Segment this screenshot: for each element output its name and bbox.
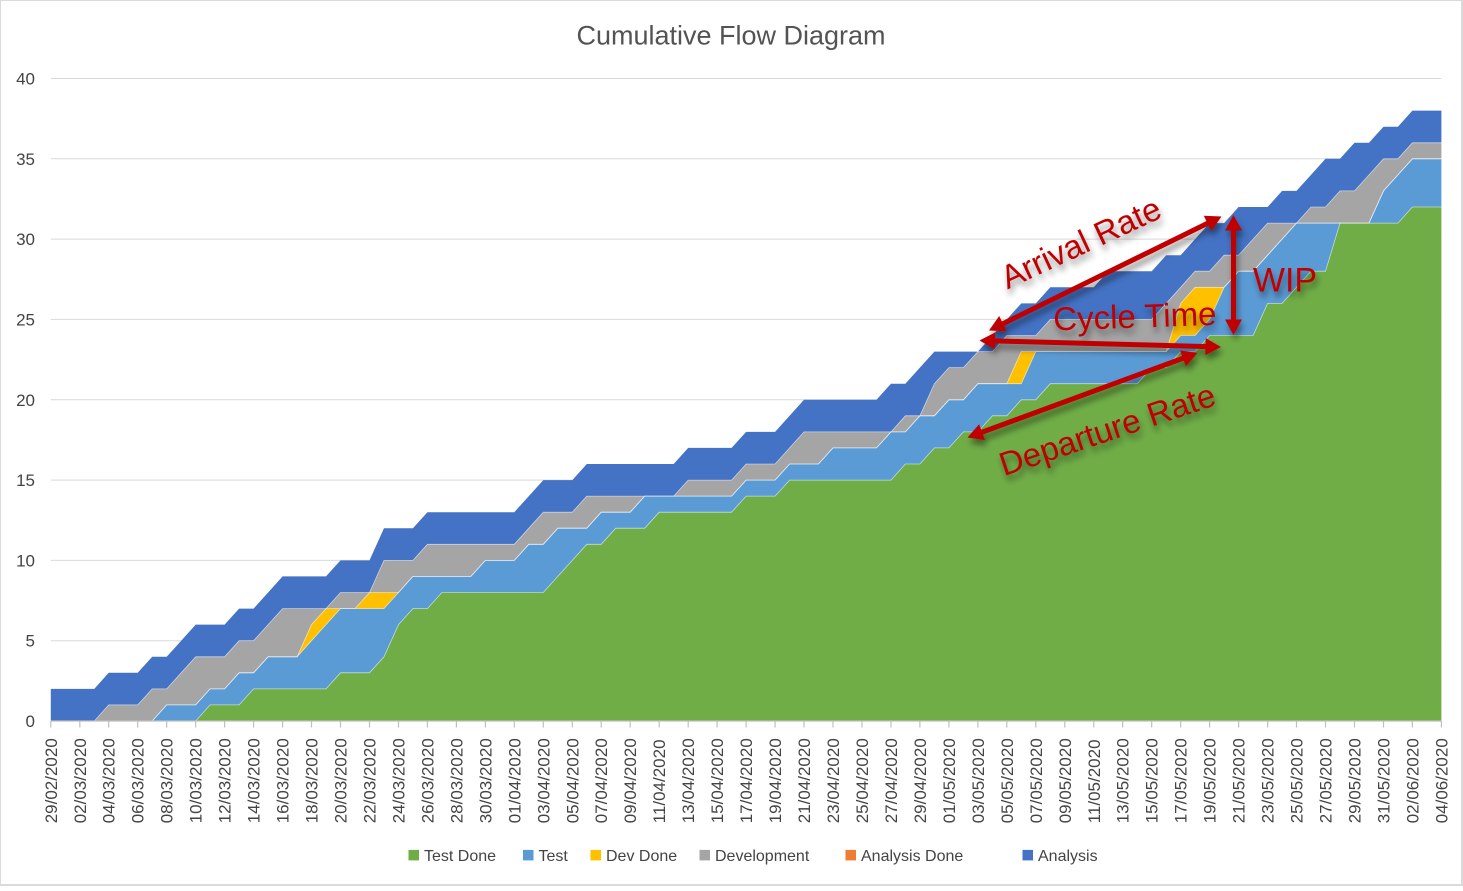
svg-text:08/03/2020: 08/03/2020 xyxy=(158,738,177,823)
svg-text:03/05/2020: 03/05/2020 xyxy=(969,738,988,823)
svg-text:09/04/2020: 09/04/2020 xyxy=(621,738,640,823)
svg-text:27/04/2020: 27/04/2020 xyxy=(882,738,901,823)
svg-text:19/04/2020: 19/04/2020 xyxy=(766,738,785,823)
svg-text:25/05/2020: 25/05/2020 xyxy=(1288,738,1307,823)
svg-text:03/04/2020: 03/04/2020 xyxy=(534,738,553,823)
svg-text:27/05/2020: 27/05/2020 xyxy=(1317,738,1336,823)
svg-text:09/05/2020: 09/05/2020 xyxy=(1056,738,1075,823)
svg-text:17/05/2020: 17/05/2020 xyxy=(1172,738,1191,823)
svg-text:07/04/2020: 07/04/2020 xyxy=(592,738,611,823)
svg-text:Cumulative Flow Diagram: Cumulative Flow Diagram xyxy=(576,21,885,51)
svg-text:04/03/2020: 04/03/2020 xyxy=(100,738,119,823)
svg-text:25: 25 xyxy=(16,310,35,329)
svg-text:15/04/2020: 15/04/2020 xyxy=(708,738,727,823)
svg-text:35: 35 xyxy=(16,150,35,169)
svg-text:29/02/2020: 29/02/2020 xyxy=(42,738,61,823)
svg-text:20: 20 xyxy=(16,391,35,410)
svg-text:40: 40 xyxy=(16,70,35,89)
svg-text:23/04/2020: 23/04/2020 xyxy=(824,738,843,823)
svg-text:13/05/2020: 13/05/2020 xyxy=(1114,738,1133,823)
svg-text:01/04/2020: 01/04/2020 xyxy=(505,738,524,823)
svg-text:13/04/2020: 13/04/2020 xyxy=(679,738,698,823)
svg-text:04/06/2020: 04/06/2020 xyxy=(1432,738,1451,823)
svg-text:19/05/2020: 19/05/2020 xyxy=(1201,738,1220,823)
svg-text:Dev Done: Dev Done xyxy=(606,848,677,865)
svg-text:17/04/2020: 17/04/2020 xyxy=(737,738,756,823)
svg-text:11/05/2020: 11/05/2020 xyxy=(1085,739,1104,823)
svg-text:Analysis: Analysis xyxy=(1038,848,1098,865)
svg-text:12/03/2020: 12/03/2020 xyxy=(216,738,235,823)
svg-text:07/05/2020: 07/05/2020 xyxy=(1027,738,1046,823)
svg-text:02/03/2020: 02/03/2020 xyxy=(71,738,90,823)
svg-text:11/04/2020: 11/04/2020 xyxy=(650,739,669,823)
svg-text:16/03/2020: 16/03/2020 xyxy=(274,738,293,823)
svg-text:0: 0 xyxy=(26,712,35,731)
svg-text:15: 15 xyxy=(16,471,35,490)
svg-text:26/03/2020: 26/03/2020 xyxy=(418,738,437,823)
svg-text:22/03/2020: 22/03/2020 xyxy=(361,738,380,823)
svg-text:05/04/2020: 05/04/2020 xyxy=(563,738,582,823)
svg-text:25/04/2020: 25/04/2020 xyxy=(853,738,872,823)
svg-text:21/04/2020: 21/04/2020 xyxy=(795,738,814,823)
svg-text:28/03/2020: 28/03/2020 xyxy=(447,738,466,823)
svg-text:24/03/2020: 24/03/2020 xyxy=(390,738,409,823)
svg-text:WIP: WIP xyxy=(1253,261,1317,299)
svg-text:10/03/2020: 10/03/2020 xyxy=(187,738,206,823)
svg-text:31/05/2020: 31/05/2020 xyxy=(1375,738,1394,823)
svg-text:10: 10 xyxy=(16,551,35,570)
svg-text:14/03/2020: 14/03/2020 xyxy=(245,738,264,823)
svg-text:5: 5 xyxy=(26,632,35,651)
svg-text:01/05/2020: 01/05/2020 xyxy=(940,738,959,823)
svg-text:21/05/2020: 21/05/2020 xyxy=(1230,738,1249,823)
svg-text:30/03/2020: 30/03/2020 xyxy=(476,738,495,823)
svg-text:23/05/2020: 23/05/2020 xyxy=(1259,738,1278,823)
svg-text:15/05/2020: 15/05/2020 xyxy=(1143,738,1162,823)
svg-text:Analysis Done: Analysis Done xyxy=(861,848,963,865)
svg-text:Test: Test xyxy=(539,848,569,865)
svg-text:29/05/2020: 29/05/2020 xyxy=(1346,738,1365,823)
svg-text:29/04/2020: 29/04/2020 xyxy=(911,738,930,823)
svg-text:Cycle Time: Cycle Time xyxy=(1053,295,1217,338)
svg-text:Test Done: Test Done xyxy=(424,848,496,865)
svg-text:18/03/2020: 18/03/2020 xyxy=(303,738,322,823)
svg-text:20/03/2020: 20/03/2020 xyxy=(332,738,351,823)
svg-text:Development: Development xyxy=(715,848,810,865)
svg-text:02/06/2020: 02/06/2020 xyxy=(1403,738,1422,823)
svg-text:30: 30 xyxy=(16,230,35,249)
svg-text:05/05/2020: 05/05/2020 xyxy=(998,738,1017,823)
svg-text:06/03/2020: 06/03/2020 xyxy=(129,738,148,823)
